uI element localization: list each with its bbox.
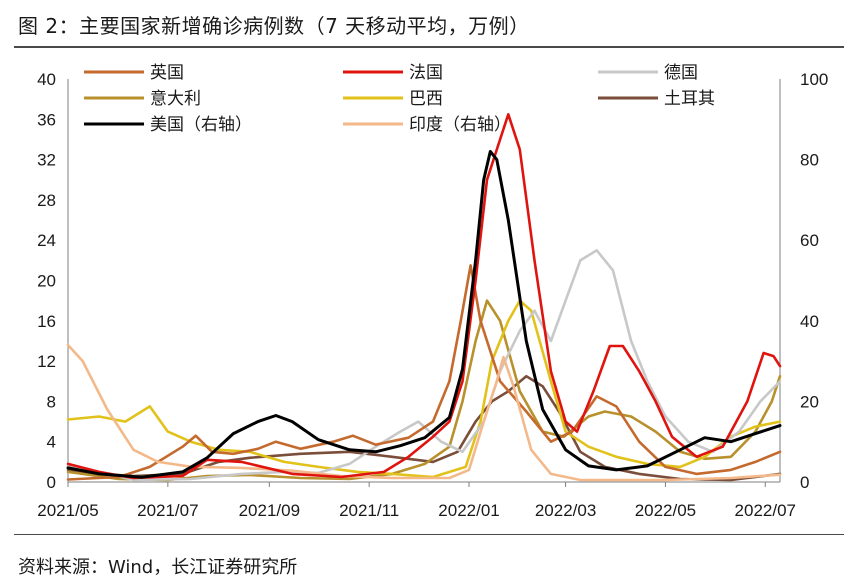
x-tick-label: 2021/09 xyxy=(239,501,300,520)
x-tick-label: 2021/07 xyxy=(137,501,198,520)
y-left-tick-label: 12 xyxy=(37,352,56,371)
legend-label: 印度（右轴） xyxy=(409,115,511,135)
y-left-tick-label: 0 xyxy=(47,473,56,492)
y-left-tick-label: 4 xyxy=(47,433,56,452)
y-left-tick-label: 36 xyxy=(37,110,56,129)
y-right-tick-label: 80 xyxy=(800,151,819,170)
x-tick-label: 2021/05 xyxy=(37,501,98,520)
x-tick-label: 2022/03 xyxy=(535,501,596,520)
footer-rule xyxy=(14,534,844,535)
y-left-tick-label: 32 xyxy=(37,151,56,170)
y-left-tick-label: 8 xyxy=(47,392,56,411)
y-left-tick-label: 20 xyxy=(37,272,56,291)
axes: 0 4 8 12 16 20 24 28 32 36 40 0 20 40 60 80 100 2021/05 20… xyxy=(37,70,828,520)
source-note: 资料来源：Wind，长江证券研究所 xyxy=(18,557,298,578)
y-right-tick-label: 100 xyxy=(800,70,828,89)
x-tick-label: 2022/05 xyxy=(635,501,696,520)
series-line xyxy=(66,343,782,482)
series-line xyxy=(66,249,782,482)
series-lines xyxy=(66,113,782,482)
legend-label: 德国 xyxy=(664,63,698,83)
x-tick-label: 2022/01 xyxy=(438,501,499,520)
series-line xyxy=(66,299,782,479)
legend-label: 意大利 xyxy=(150,89,201,109)
y-right-tick-label: 40 xyxy=(800,312,819,331)
legend-label: 美国（右轴） xyxy=(150,115,252,135)
x-tick-label: 2022/07 xyxy=(735,501,796,520)
y-left-tick-label: 24 xyxy=(37,231,56,250)
series-line xyxy=(66,150,782,479)
x-tick-label: 2021/11 xyxy=(339,501,399,520)
y-left-tick-label: 28 xyxy=(37,191,56,210)
y-left-tick-label: 16 xyxy=(37,312,56,331)
line-chart: 0 4 8 12 16 20 24 28 32 36 40 0 20 40 60 80 100 2021/05 20… xyxy=(37,63,828,520)
legend-label: 法国 xyxy=(409,63,443,83)
figure-title: 图 2：主要国家新增确诊病例数（7 天移动平均，万例） xyxy=(18,14,530,38)
legend-label: 土耳其 xyxy=(664,89,715,109)
y-right-tick-label: 20 xyxy=(800,392,819,411)
y-right-tick-label: 0 xyxy=(800,473,809,492)
title-rule xyxy=(14,46,844,48)
y-right-tick-label: 60 xyxy=(800,231,819,250)
legend-label: 巴西 xyxy=(409,89,443,109)
legend-label: 英国 xyxy=(150,63,184,83)
y-left-tick-label: 40 xyxy=(37,70,56,89)
